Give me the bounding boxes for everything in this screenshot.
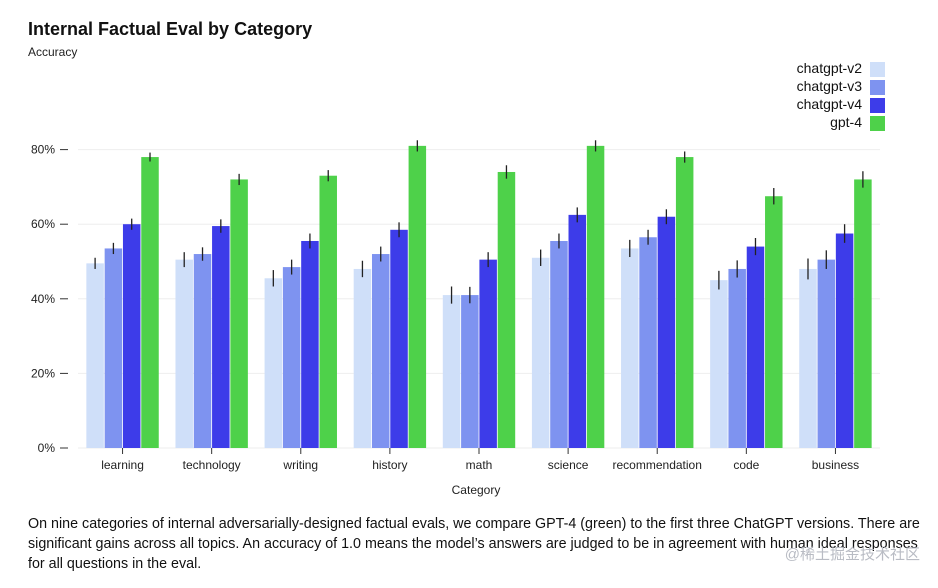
bar bbox=[390, 229, 408, 448]
y-tick-label: 40% bbox=[31, 292, 55, 306]
bar bbox=[531, 257, 550, 448]
chart-title: Internal Factual Eval by Category bbox=[28, 19, 313, 39]
bar bbox=[104, 248, 123, 448]
y-axis-label: Accuracy bbox=[28, 45, 78, 59]
y-tick-label: 80% bbox=[31, 143, 55, 157]
x-tick-label: code bbox=[733, 458, 759, 472]
legend-swatch bbox=[870, 62, 885, 77]
bar bbox=[817, 259, 836, 448]
watermark: @稀土掘金技术社区 bbox=[784, 546, 920, 563]
bar bbox=[835, 233, 854, 448]
bar bbox=[230, 179, 248, 448]
bar bbox=[141, 157, 159, 448]
bar bbox=[639, 237, 657, 448]
x-axis: learning technology writing history math scie… bbox=[101, 448, 859, 472]
bar bbox=[657, 216, 676, 448]
bar bbox=[799, 268, 817, 448]
x-tick-label: writing bbox=[282, 458, 318, 472]
bar bbox=[728, 268, 746, 448]
bar bbox=[193, 254, 212, 448]
bar bbox=[461, 295, 479, 448]
bar bbox=[86, 263, 104, 448]
bar bbox=[479, 259, 497, 448]
bar bbox=[371, 254, 390, 448]
bars bbox=[86, 140, 872, 449]
legend-swatch bbox=[870, 80, 885, 95]
y-axis: 0% 20% 40% 60% 80% bbox=[31, 143, 68, 455]
x-tick-label: business bbox=[812, 458, 859, 472]
bar bbox=[497, 171, 516, 449]
y-tick-label: 20% bbox=[31, 366, 55, 380]
bar bbox=[621, 248, 639, 448]
bar bbox=[746, 246, 765, 448]
bar-chart: 0% 20% 40% 60% 80% learning technology writing… bbox=[31, 60, 885, 497]
y-tick-label: 60% bbox=[31, 217, 55, 231]
bar bbox=[175, 259, 193, 448]
x-tick-label: science bbox=[548, 458, 589, 472]
legend-label: gpt-4 bbox=[830, 114, 862, 130]
x-tick-label: technology bbox=[183, 458, 241, 472]
bar bbox=[675, 157, 694, 448]
x-tick-label: history bbox=[372, 458, 407, 472]
bar bbox=[442, 295, 461, 448]
y-tick-label: 0% bbox=[38, 441, 56, 455]
x-tick-label: learning bbox=[101, 458, 144, 472]
bar bbox=[122, 224, 141, 448]
legend-label: chatgpt-v3 bbox=[797, 78, 863, 94]
bar bbox=[710, 280, 728, 448]
bar bbox=[550, 240, 568, 448]
bar bbox=[319, 175, 337, 448]
x-axis-title: Category bbox=[452, 483, 501, 497]
legend-label: chatgpt-v4 bbox=[797, 96, 863, 112]
chart-caption: On nine categories of internal adversari… bbox=[28, 516, 920, 572]
legend: chatgpt-v2 chatgpt-v3 chatgpt-v4 gpt-4 bbox=[797, 60, 885, 131]
bar bbox=[568, 214, 587, 448]
legend-swatch bbox=[870, 98, 885, 113]
bar bbox=[765, 196, 783, 448]
bar bbox=[408, 145, 427, 448]
bar bbox=[212, 226, 230, 448]
bar bbox=[282, 267, 301, 448]
legend-label: chatgpt-v2 bbox=[797, 60, 863, 76]
bar bbox=[353, 268, 372, 448]
bar bbox=[854, 179, 872, 448]
bar bbox=[264, 278, 283, 448]
x-tick-label: recommendation bbox=[613, 458, 702, 472]
legend-swatch bbox=[870, 116, 885, 131]
bar bbox=[301, 240, 319, 448]
x-tick-label: math bbox=[466, 458, 493, 472]
bar bbox=[586, 145, 605, 448]
